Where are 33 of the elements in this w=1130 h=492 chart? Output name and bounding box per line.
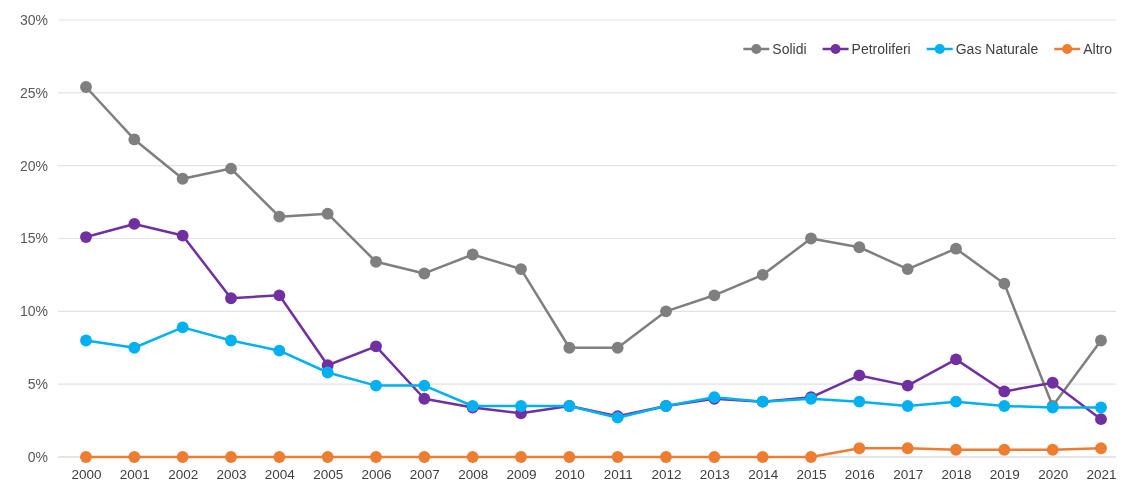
x-tick-label: 2004: [264, 466, 296, 482]
x-tick-label: 2014: [748, 466, 779, 482]
x-tick-label: 2013: [699, 466, 730, 482]
x-tick-label: 2001: [119, 466, 150, 482]
y-tick-label: 10%: [19, 303, 48, 320]
x-tick-label: 2003: [216, 466, 247, 482]
x-tick-label: 2011: [603, 466, 633, 482]
x-tick-label: 2021: [1086, 466, 1117, 482]
x-tick-label: 2017: [893, 466, 924, 482]
y-tick-label: 0%: [27, 448, 48, 465]
legend-label: Solidi: [772, 40, 807, 57]
legend-label: Altro: [1083, 40, 1113, 57]
x-tick-label: 2010: [554, 466, 585, 482]
y-tick-label: 15%: [19, 230, 48, 247]
y-tick-label: 20%: [19, 157, 48, 174]
x-tick-label: 2000: [71, 466, 102, 482]
x-tick-label: 2012: [651, 466, 682, 482]
x-tick-label: 2016: [844, 466, 875, 482]
x-tick-label: 2006: [361, 466, 392, 482]
legend-label: Gas Naturale: [955, 40, 1039, 57]
x-tick-label: 2018: [941, 466, 972, 482]
y-tick-label: 5%: [27, 376, 48, 393]
x-tick-label: 2002: [168, 466, 199, 482]
legend-label: Petroliferi: [851, 40, 911, 57]
y-tick-label: 30%: [19, 11, 48, 28]
x-tick-label: 2020: [1038, 466, 1069, 482]
x-tick-label: 2008: [458, 466, 489, 482]
x-tick-label: 2005: [313, 466, 344, 482]
y-tick-label: 25%: [19, 84, 48, 101]
x-tick-label: 2019: [989, 466, 1020, 482]
x-tick-label: 2015: [796, 466, 827, 482]
x-tick-label: 2007: [409, 466, 440, 482]
x-tick-label: 2009: [506, 466, 537, 482]
